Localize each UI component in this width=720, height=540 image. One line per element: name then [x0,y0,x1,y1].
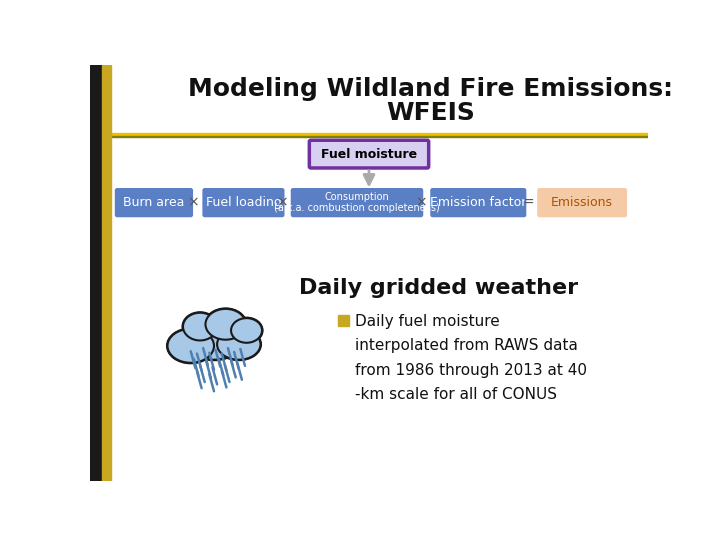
Text: WFEIS: WFEIS [387,100,475,125]
Ellipse shape [181,311,219,342]
Ellipse shape [184,316,243,360]
Bar [90,65,102,481]
Ellipse shape [204,307,248,341]
Text: ×: × [187,195,199,210]
Text: Fuel moisture: Fuel moisture [321,147,417,160]
Text: Modeling Wildland Fire Emissions:: Modeling Wildland Fire Emissions: [189,77,673,102]
Ellipse shape [231,318,262,343]
Text: =: = [522,195,534,210]
FancyBboxPatch shape [202,188,284,217]
Ellipse shape [230,316,264,345]
Text: Emissions: Emissions [551,196,613,209]
Ellipse shape [183,313,217,340]
Text: Daily gridded weather: Daily gridded weather [300,278,578,298]
Ellipse shape [183,315,245,361]
Text: Burn area: Burn area [123,196,184,209]
Bar [111,136,648,137]
Ellipse shape [168,329,214,363]
Ellipse shape [215,327,262,361]
Bar [102,65,111,481]
Text: ×: × [276,195,288,210]
FancyBboxPatch shape [114,188,193,217]
Bar [111,132,648,136]
FancyBboxPatch shape [537,188,627,217]
Ellipse shape [217,329,261,360]
Text: Emission factor: Emission factor [430,196,526,209]
Ellipse shape [166,327,215,365]
Text: Daily fuel moisture
interpolated from RAWS data
from 1986 through 2013 at 40
-km: Daily fuel moisture interpolated from RA… [355,314,587,402]
Bar [111,65,648,134]
Text: Consumption
(a.k.a. combustion completeness): Consumption (a.k.a. combustion completen… [274,192,440,213]
Bar [111,137,648,481]
Text: ×: × [415,195,427,210]
Text: Fuel loading: Fuel loading [205,196,282,209]
Bar [338,315,349,326]
Ellipse shape [205,309,246,340]
FancyBboxPatch shape [291,188,423,217]
FancyBboxPatch shape [431,188,526,217]
FancyBboxPatch shape [310,140,428,168]
